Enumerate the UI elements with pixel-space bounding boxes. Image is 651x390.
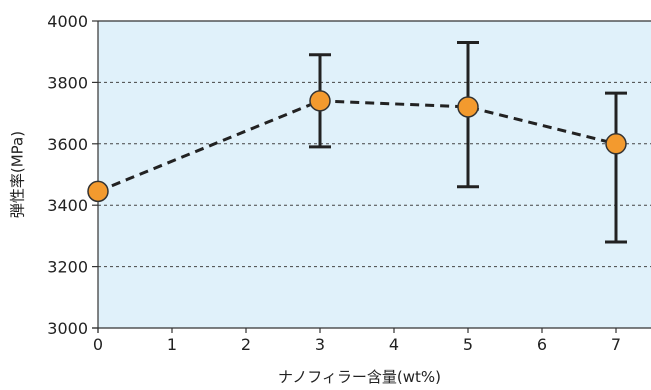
x-tick-labels: 0 1 2 3 4 5 6 7: [93, 335, 621, 354]
y-tick-label-4000: 4000: [47, 12, 88, 31]
y-tick-label-3400: 3400: [47, 196, 88, 215]
x-tick-label-0: 0: [93, 335, 103, 354]
x-tick-label-5: 5: [463, 335, 473, 354]
x-tick-label-4: 4: [389, 335, 399, 354]
y-tick-labels: 3000 3200 3400 3600 3800 4000: [47, 12, 88, 338]
y-tick-label-3600: 3600: [47, 135, 88, 154]
axes: [92, 20, 651, 333]
x-tick-label-7: 7: [611, 335, 621, 354]
x-tick-label-2: 2: [241, 335, 251, 354]
data-point-x5: [457, 96, 479, 118]
y-tick-label-3200: 3200: [47, 258, 88, 277]
x-axis-label: ナノフィラー含量(wt%): [278, 368, 441, 386]
data-point-x7: [605, 133, 627, 155]
data-point-x0: [87, 180, 109, 203]
error-bar-x7: [605, 91, 627, 244]
grid-lines: [98, 81, 651, 268]
x-tick-label-3: 3: [315, 335, 325, 354]
data-point-x3: [309, 90, 331, 112]
y-axis-label: 弾性率(MPa): [9, 131, 27, 218]
y-tick-label-3000: 3000: [47, 319, 88, 338]
y-tick-label-3800: 3800: [47, 73, 88, 92]
plot-area: [98, 21, 651, 328]
x-tick-label-6: 6: [537, 335, 547, 354]
data-points: [87, 90, 627, 203]
x-tick-label-1: 1: [167, 335, 177, 354]
